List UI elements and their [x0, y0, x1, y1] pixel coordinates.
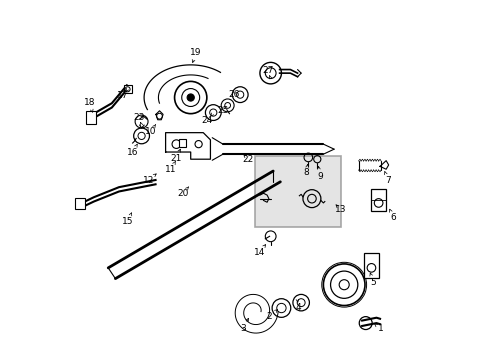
Text: 17: 17 — [117, 91, 128, 100]
Text: 23: 23 — [133, 113, 144, 122]
Text: 19: 19 — [190, 48, 202, 57]
Text: 11: 11 — [165, 165, 176, 174]
Circle shape — [187, 94, 194, 101]
Text: 7: 7 — [384, 176, 390, 185]
Text: 14: 14 — [253, 248, 264, 257]
Bar — [179, 139, 185, 147]
Text: 26: 26 — [228, 90, 240, 99]
Text: 6: 6 — [389, 213, 395, 222]
Text: 27: 27 — [262, 66, 273, 75]
Text: 20: 20 — [177, 189, 188, 198]
Text: 9: 9 — [316, 172, 322, 181]
Bar — [123, 85, 131, 93]
Text: 12: 12 — [142, 176, 154, 185]
Text: 21: 21 — [170, 154, 181, 163]
Bar — [75, 198, 84, 209]
Text: 25: 25 — [217, 105, 228, 114]
Bar — [370, 189, 386, 211]
Text: 5: 5 — [370, 278, 376, 287]
Text: 13: 13 — [334, 205, 346, 214]
Text: 1: 1 — [377, 324, 383, 333]
Text: 18: 18 — [83, 98, 95, 107]
Text: 4: 4 — [295, 303, 301, 312]
Text: 15: 15 — [122, 217, 133, 226]
Bar — [363, 253, 378, 278]
Text: 8: 8 — [303, 168, 308, 177]
Text: 22: 22 — [242, 155, 253, 164]
Text: 10: 10 — [144, 127, 156, 136]
Bar — [255, 156, 340, 227]
Text: 2: 2 — [266, 312, 272, 321]
Text: 3: 3 — [239, 324, 245, 333]
Bar — [86, 111, 96, 124]
Text: 24: 24 — [201, 116, 212, 125]
Text: 16: 16 — [126, 148, 138, 157]
